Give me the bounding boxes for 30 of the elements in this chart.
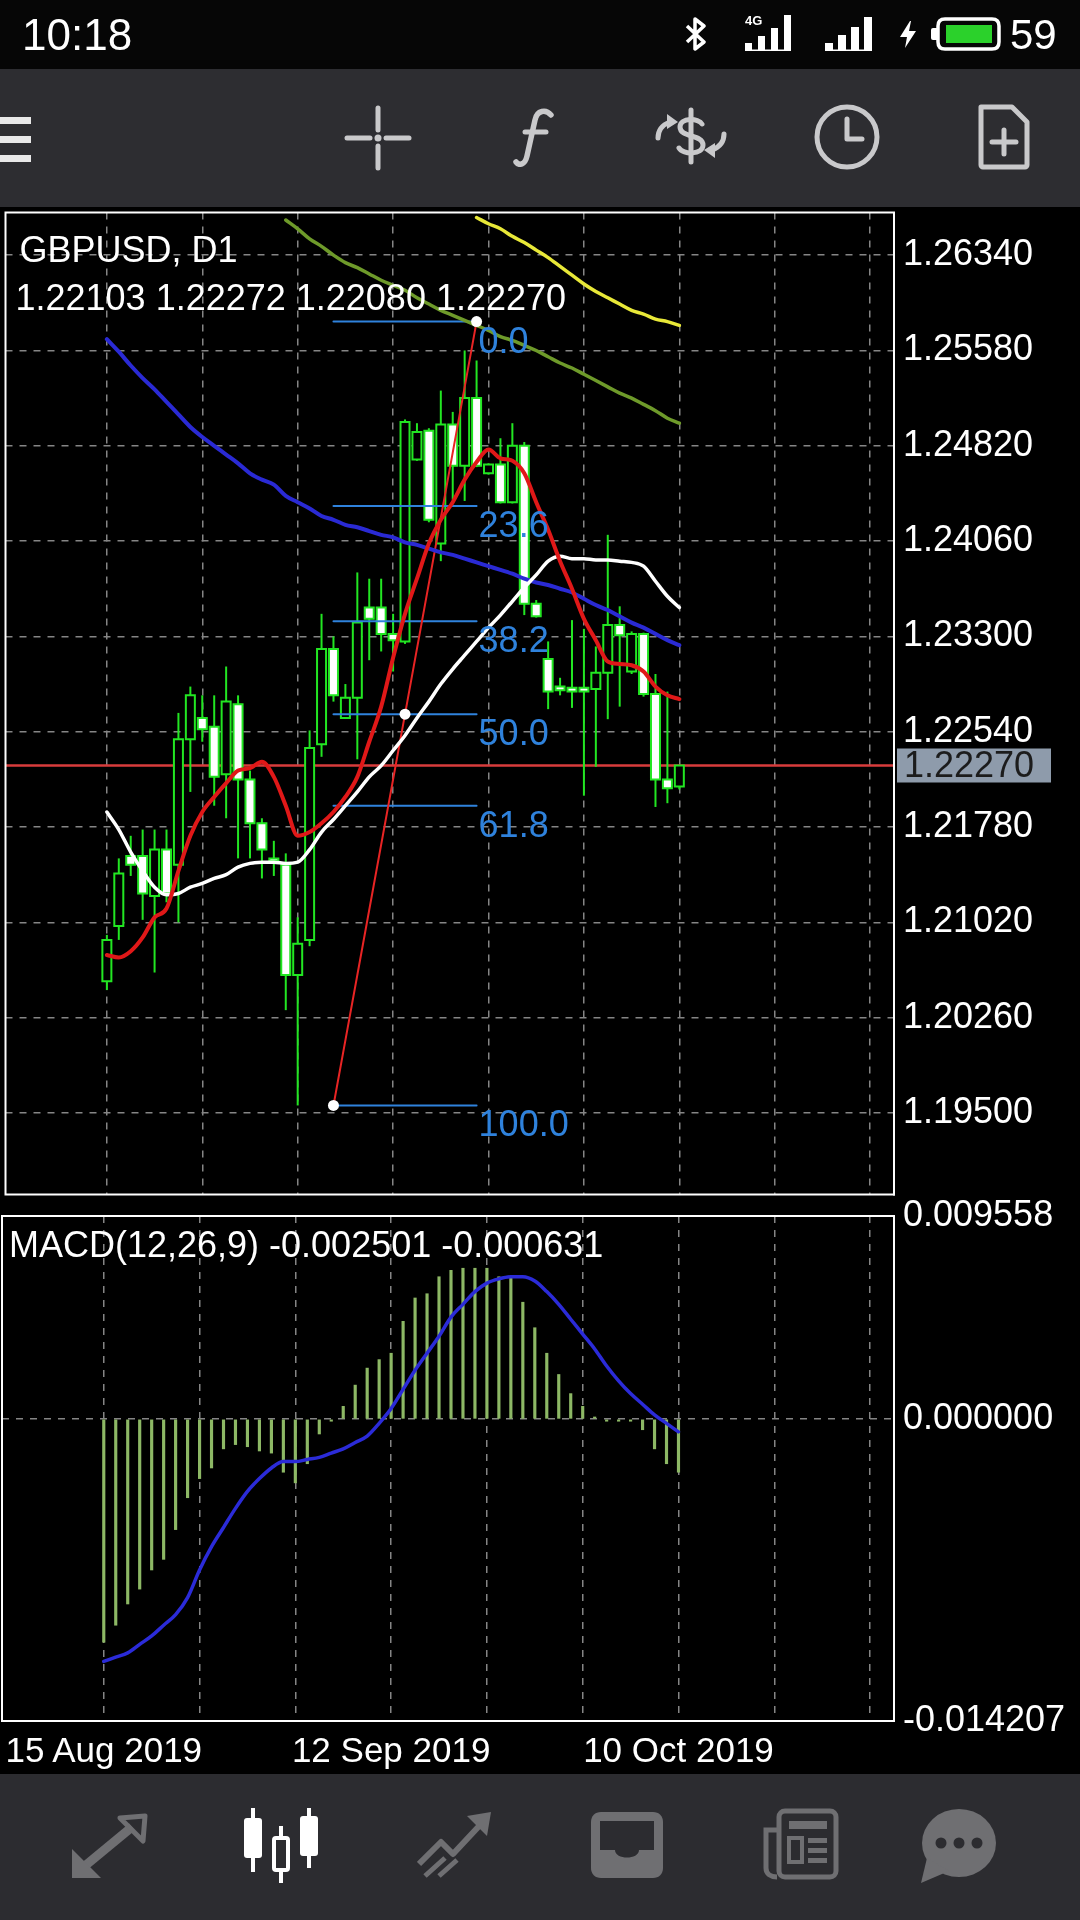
y-tick-label: 0.000000 <box>903 1396 1054 1438</box>
text: 10:18 <box>22 8 133 61</box>
x-tick-label: 10 Oct 2019 <box>583 1729 774 1769</box>
y-tick-label: 1.21020 <box>903 899 1034 941</box>
series-label: 100.0 <box>478 1103 569 1145</box>
y-tick-label: -0.014207 <box>903 1697 1066 1739</box>
y-tick-label: 1.20260 <box>903 994 1034 1036</box>
y-tick-label: 1.24820 <box>903 422 1034 464</box>
text: GBPUSD, D1 <box>19 229 238 271</box>
x-tick-label: 12 Sep 2019 <box>291 1729 491 1769</box>
point <box>399 708 411 720</box>
y-tick-label: 1.19500 <box>903 1089 1034 1131</box>
y-tick-label: 1.23300 <box>903 613 1034 655</box>
line-series <box>102 1274 681 1664</box>
series-label: 61.8 <box>478 803 549 845</box>
y-tick-label: 0.009558 <box>903 1192 1054 1234</box>
text: 59 <box>1010 9 1057 60</box>
text: 1.22103 1.22272 1.22080 1.22270 <box>15 277 567 319</box>
chart-title: MACD(12,26,9) -0.002501 -0.000631 <box>9 1223 604 1265</box>
y-tick-label: 1.21780 <box>903 803 1034 845</box>
series-label: 50.0 <box>478 712 549 754</box>
point <box>327 1099 339 1111</box>
y-tick-label: 1.26340 <box>903 232 1034 274</box>
text: 4G <box>745 12 763 28</box>
y-tick-label: 1.24060 <box>903 518 1034 560</box>
line-series <box>284 218 682 425</box>
y-tick-label: 1.25580 <box>903 327 1034 369</box>
x-tick-label: 15 Aug 2019 <box>5 1729 203 1769</box>
series-label: 38.2 <box>478 619 549 661</box>
point <box>471 316 483 328</box>
